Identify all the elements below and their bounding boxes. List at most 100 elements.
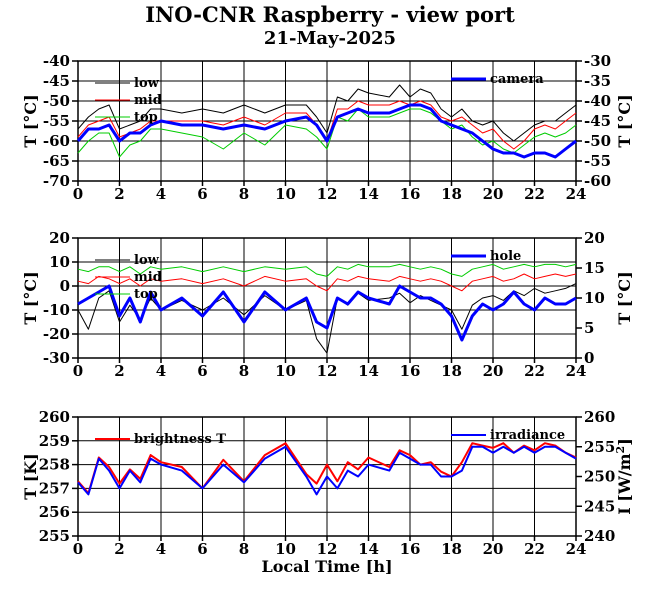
ytick-label-left: -10 bbox=[43, 301, 70, 319]
series-line-hole bbox=[77, 284, 577, 342]
xtick-label: 18 bbox=[441, 362, 462, 380]
y-axis-label-left: T [°C] bbox=[21, 94, 40, 147]
y-axis-label-right-end: ] bbox=[615, 438, 634, 446]
series-line-irradiance bbox=[77, 445, 577, 496]
legend-label: low bbox=[134, 76, 160, 91]
ytick-label-left: 0 bbox=[60, 277, 70, 295]
xtick-label: 6 bbox=[197, 540, 207, 558]
xtick-label: 0 bbox=[73, 185, 83, 203]
y-axis-label-left: T [K] bbox=[21, 453, 40, 500]
xtick-label: 6 bbox=[197, 185, 207, 203]
xtick-label: 14 bbox=[358, 185, 379, 203]
ytick-label-right: 245 bbox=[584, 497, 615, 515]
xtick-label: 14 bbox=[358, 540, 379, 558]
ytick-label-right: 240 bbox=[584, 527, 615, 545]
xtick-label: 8 bbox=[239, 185, 249, 203]
xtick-label: 22 bbox=[524, 185, 545, 203]
ytick-label-right: -30 bbox=[584, 52, 611, 70]
legend-label: brightness T bbox=[134, 432, 226, 447]
ytick-label-left: -50 bbox=[43, 92, 70, 110]
panel-1-group: -40 -45 -50 -55 -60 -65 -70 -30 -35 -40 -45 -50 -55 -… bbox=[21, 52, 634, 203]
ytick-label-right: 250 bbox=[584, 468, 615, 486]
xtick-label: 22 bbox=[524, 362, 545, 380]
ytick-label-right: 260 bbox=[584, 408, 615, 426]
y-axis-label-right: T [°C] bbox=[615, 271, 634, 324]
y-axis-label-right: T [°C] bbox=[615, 94, 634, 147]
legend-label-right: irradiance bbox=[490, 428, 565, 443]
xtick-label: 2 bbox=[114, 185, 124, 203]
ytick-label-left: -65 bbox=[43, 152, 70, 170]
ytick-label-right: 20 bbox=[584, 229, 605, 247]
xtick-label: 10 bbox=[275, 362, 296, 380]
legend-label: top bbox=[134, 110, 158, 125]
ytick-label-right: 5 bbox=[584, 319, 594, 337]
ytick-label-left: 257 bbox=[39, 479, 70, 497]
ytick-label-left: 260 bbox=[39, 408, 70, 426]
xtick-label: 2 bbox=[114, 362, 124, 380]
ytick-label-left: -30 bbox=[43, 349, 70, 367]
series-line-top bbox=[77, 263, 577, 277]
ytick-label-left: -55 bbox=[43, 112, 70, 130]
xtick-label: 6 bbox=[197, 362, 207, 380]
series-line-mid bbox=[77, 273, 577, 292]
ytick-label-left: -70 bbox=[43, 172, 70, 190]
xtick-label: 22 bbox=[524, 540, 545, 558]
xtick-label: 0 bbox=[73, 540, 83, 558]
ytick-label-left: 255 bbox=[39, 527, 70, 545]
xtick-label: 8 bbox=[239, 540, 249, 558]
chart-subtitle: 21-May-2025 bbox=[263, 28, 397, 49]
legend-label: mid bbox=[134, 270, 162, 285]
legend-label-right: camera bbox=[490, 72, 544, 87]
xtick-label: 20 bbox=[483, 540, 504, 558]
ytick-label-left: 20 bbox=[49, 229, 70, 247]
y-axis-label-right: I [W/m2] bbox=[614, 438, 634, 515]
ytick-label-right: 10 bbox=[584, 289, 605, 307]
chart-title: INO-CNR Raspberry - view port bbox=[145, 2, 515, 27]
xtick-label: 10 bbox=[275, 540, 296, 558]
series-line-brightness-T bbox=[77, 442, 577, 495]
ytick-label-left: -60 bbox=[43, 132, 70, 150]
ytick-label-right: -45 bbox=[584, 112, 611, 130]
ytick-label-right: -35 bbox=[584, 72, 611, 90]
series-line-low bbox=[77, 84, 577, 142]
xtick-label: 24 bbox=[566, 362, 587, 380]
ytick-label-left: -45 bbox=[43, 72, 70, 90]
x-axis-label: Local Time [h] bbox=[261, 557, 392, 576]
xtick-label: 20 bbox=[483, 185, 504, 203]
xtick-label: 12 bbox=[317, 185, 338, 203]
ytick-label-left: -40 bbox=[43, 52, 70, 70]
series-line-camera bbox=[76, 103, 577, 159]
ytick-label-left: 256 bbox=[39, 503, 70, 521]
series-line-mid bbox=[77, 100, 577, 150]
ytick-label-right: 255 bbox=[584, 438, 615, 456]
legend-label: top bbox=[134, 287, 158, 302]
xtick-label: 16 bbox=[400, 185, 421, 203]
xtick-label: 0 bbox=[73, 362, 83, 380]
xtick-label: 18 bbox=[441, 185, 462, 203]
xtick-label: 8 bbox=[239, 362, 249, 380]
y-axis-label-right-sup: 2 bbox=[614, 446, 627, 454]
xtick-label: 4 bbox=[156, 362, 166, 380]
legend-label-right: hole bbox=[490, 249, 521, 264]
y-axis-label-left: T [°C] bbox=[21, 271, 40, 324]
xtick-label: 10 bbox=[275, 185, 296, 203]
xtick-label: 2 bbox=[114, 540, 124, 558]
ytick-label-right: -55 bbox=[584, 152, 611, 170]
ytick-label-right: 0 bbox=[584, 349, 594, 367]
ytick-label-left: 259 bbox=[39, 432, 70, 450]
ytick-label-left: 258 bbox=[39, 456, 70, 474]
xtick-label: 20 bbox=[483, 362, 504, 380]
ytick-label-right: -60 bbox=[584, 172, 611, 190]
xtick-label: 16 bbox=[400, 540, 421, 558]
xtick-label: 12 bbox=[317, 362, 338, 380]
legend-label: low bbox=[134, 253, 160, 268]
legend-label: mid bbox=[134, 93, 162, 108]
xtick-label: 14 bbox=[358, 362, 379, 380]
ytick-label-right: 15 bbox=[584, 259, 605, 277]
plot-frame bbox=[77, 416, 577, 537]
xtick-label: 16 bbox=[400, 362, 421, 380]
ytick-label-left: -20 bbox=[43, 325, 70, 343]
xtick-label: 4 bbox=[156, 185, 166, 203]
